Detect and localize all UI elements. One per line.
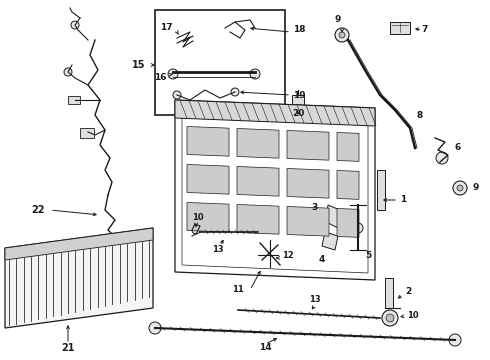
Text: 11: 11 <box>232 285 244 294</box>
Polygon shape <box>287 207 329 236</box>
Circle shape <box>173 91 181 99</box>
Polygon shape <box>5 228 153 328</box>
Text: 10: 10 <box>407 310 418 320</box>
Text: 13: 13 <box>212 246 224 255</box>
Polygon shape <box>237 204 279 234</box>
Text: 9: 9 <box>472 184 478 193</box>
Polygon shape <box>5 228 153 260</box>
Polygon shape <box>187 165 229 194</box>
Bar <box>68 96 80 104</box>
Polygon shape <box>326 205 340 228</box>
Circle shape <box>353 223 363 233</box>
Polygon shape <box>337 171 359 199</box>
Polygon shape <box>237 166 279 196</box>
Polygon shape <box>187 126 229 156</box>
Text: 3: 3 <box>312 203 318 212</box>
Text: 1: 1 <box>400 195 406 204</box>
Polygon shape <box>187 202 229 232</box>
Circle shape <box>453 181 467 195</box>
Bar <box>377 170 385 210</box>
Circle shape <box>335 28 349 42</box>
Polygon shape <box>237 129 279 158</box>
Circle shape <box>231 88 239 96</box>
Text: 17: 17 <box>160 23 173 32</box>
Text: 8: 8 <box>417 111 423 120</box>
Polygon shape <box>287 168 329 198</box>
Text: 12: 12 <box>282 251 294 260</box>
Text: 9: 9 <box>335 15 341 24</box>
Bar <box>80 128 94 138</box>
Bar <box>155 10 285 115</box>
Circle shape <box>192 226 200 234</box>
Text: 21: 21 <box>61 343 75 353</box>
Bar <box>292 95 304 113</box>
Circle shape <box>71 21 79 29</box>
Text: 16: 16 <box>154 73 167 82</box>
Bar <box>390 22 410 34</box>
Polygon shape <box>337 208 359 237</box>
Polygon shape <box>175 100 375 126</box>
Circle shape <box>386 314 394 322</box>
Text: 7: 7 <box>422 26 428 35</box>
Circle shape <box>64 68 72 76</box>
Circle shape <box>149 322 161 334</box>
Circle shape <box>457 185 463 191</box>
Circle shape <box>436 152 448 164</box>
Polygon shape <box>287 130 329 160</box>
Text: 6: 6 <box>455 144 461 153</box>
Text: 19: 19 <box>293 90 306 99</box>
Text: 2: 2 <box>405 288 411 297</box>
Text: 5: 5 <box>365 251 371 260</box>
Text: 4: 4 <box>319 256 325 265</box>
Text: 18: 18 <box>293 26 305 35</box>
Text: 22: 22 <box>31 205 45 215</box>
Circle shape <box>382 310 398 326</box>
Bar <box>385 278 393 308</box>
Circle shape <box>168 69 178 79</box>
Text: 14: 14 <box>259 343 271 352</box>
Bar <box>100 253 118 265</box>
Circle shape <box>250 69 260 79</box>
Text: 10: 10 <box>192 213 204 222</box>
Polygon shape <box>322 232 338 250</box>
Text: 13: 13 <box>309 296 321 305</box>
Polygon shape <box>337 132 359 161</box>
Text: 20: 20 <box>292 108 304 117</box>
Circle shape <box>339 32 345 38</box>
Text: 15: 15 <box>131 60 145 70</box>
Circle shape <box>449 334 461 346</box>
